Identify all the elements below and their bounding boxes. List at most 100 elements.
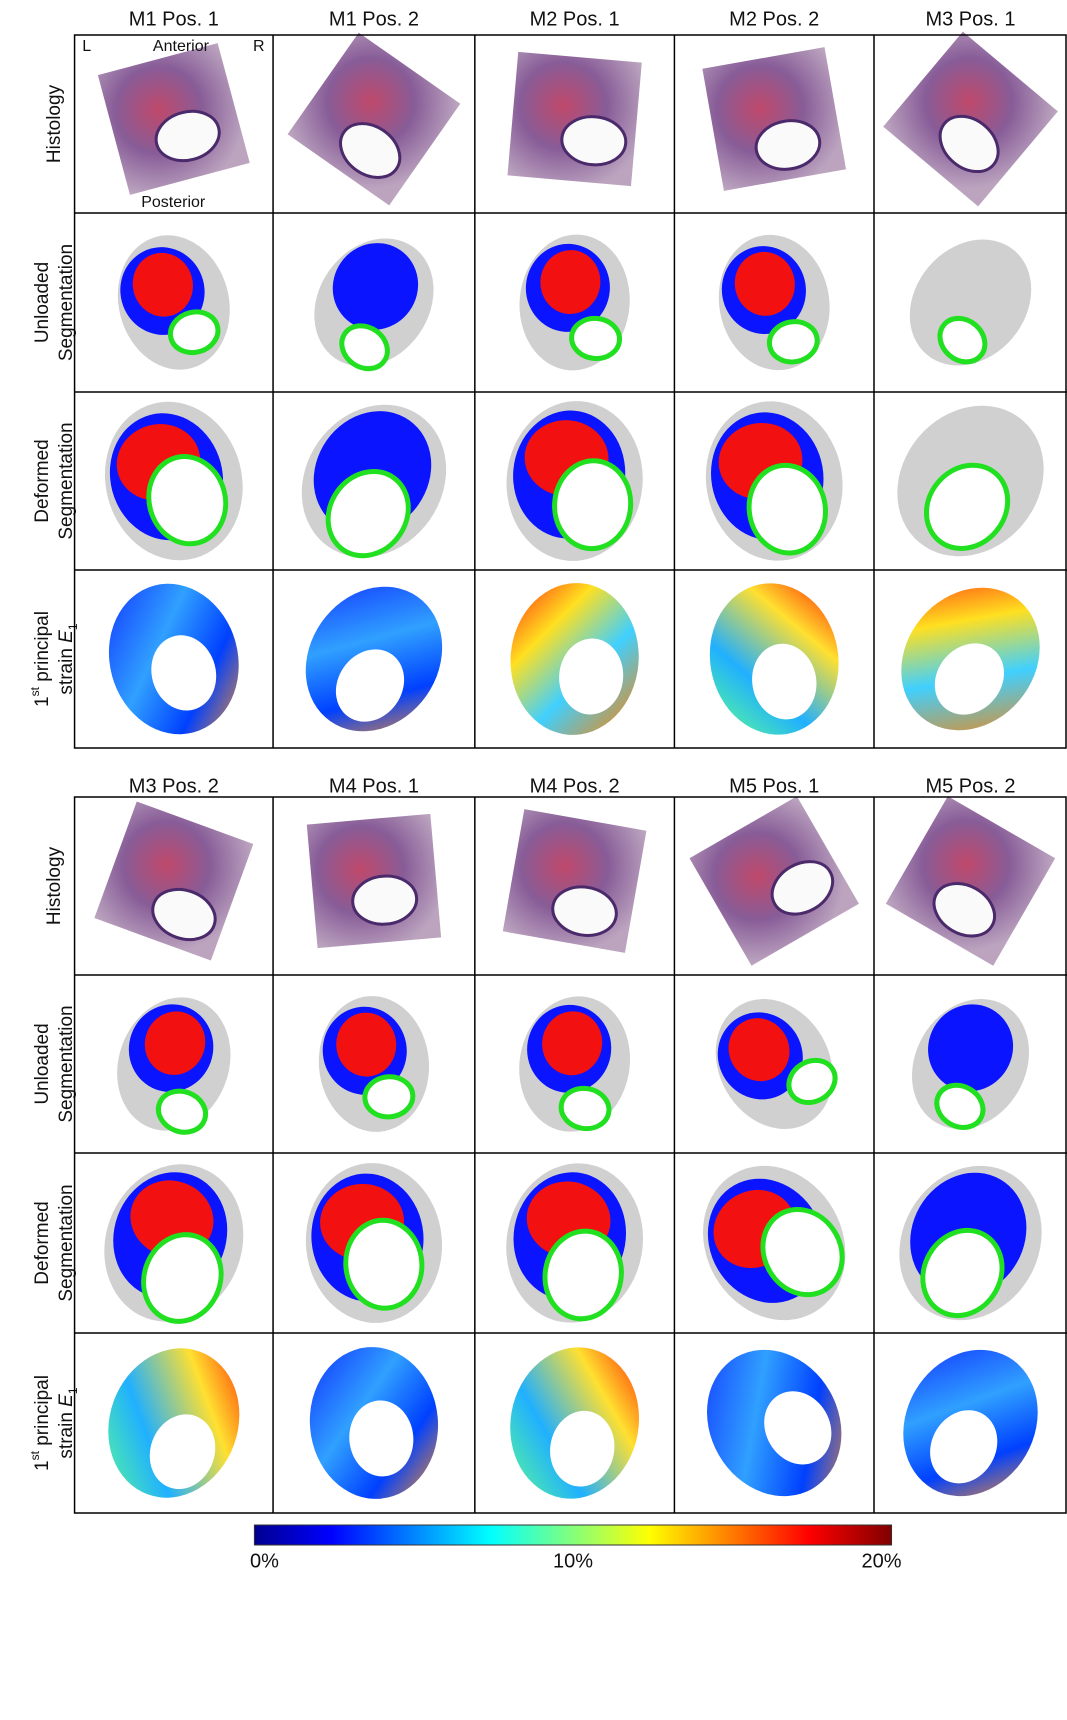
row-label-text: E — [56, 1394, 77, 1407]
cell-image — [88, 1330, 260, 1517]
row-label-text: E — [56, 630, 77, 643]
orientation-label: R — [253, 38, 265, 55]
row-label-line: strain E1 — [56, 623, 80, 694]
colorbar-label: 10% — [553, 1550, 593, 1572]
row-label-line: 1st principal — [28, 611, 53, 707]
row-label-text: Deformed — [32, 439, 53, 522]
cell-image — [290, 215, 458, 389]
page: { "panels": [ { "columns": ["M1 Pos. 1",… — [0, 0, 1067, 1720]
row-label-line: strain E1 — [56, 1387, 80, 1458]
histology-tissue — [507, 52, 641, 186]
row-label-line: Unloaded — [32, 262, 53, 343]
cell-image — [693, 390, 855, 571]
cell-image — [698, 573, 850, 745]
cell-image — [307, 814, 441, 948]
row-label: UnloadedSegmentation — [32, 244, 77, 361]
cell-image — [867, 376, 1067, 586]
orientation-label: L — [82, 38, 91, 55]
cell-image — [693, 978, 856, 1151]
row-label-text: principal — [32, 611, 53, 687]
column-header: M4 Pos. 1 — [329, 775, 419, 797]
row-label-line: Deformed — [32, 439, 53, 522]
column-header: M5 Pos. 1 — [729, 775, 819, 797]
row-label-text: principal — [32, 1375, 53, 1451]
row-label-text: Deformed — [32, 1201, 53, 1284]
row-label-text: strain — [56, 1407, 77, 1459]
row-label-line: Segmentation — [56, 1184, 77, 1301]
figure: M1 Pos. 1 M1 Pos. 2 M2 Pos. 1 M2 Pos. 2 M3 P… — [0, 0, 1067, 1720]
cell-image — [99, 981, 249, 1146]
cell-image — [885, 215, 1057, 390]
column-header: M3 Pos. 2 — [129, 775, 219, 797]
column-header: M2 Pos. 1 — [530, 8, 620, 30]
row-label-line: 1st principal — [28, 1375, 53, 1471]
orientation-label: Posterior — [141, 194, 206, 211]
histology-tissue — [886, 796, 1055, 965]
cell-image — [313, 991, 434, 1136]
cell-image — [83, 1145, 266, 1342]
cell-image — [889, 978, 1052, 1151]
cell-image — [503, 809, 647, 953]
row-label-line: Unloaded — [32, 1023, 53, 1104]
row-label-text: 1 — [66, 1387, 80, 1394]
cell-image — [690, 796, 859, 965]
row-label-text: Histology — [44, 846, 65, 925]
cell-image — [103, 223, 244, 383]
row-label-line: Segmentation — [56, 1005, 77, 1122]
row-label-text: Histology — [44, 84, 65, 163]
cell-image — [872, 1140, 1067, 1347]
row-label-line: Segmentation — [56, 422, 77, 539]
cell-image — [883, 32, 1058, 207]
lumen — [570, 316, 621, 360]
cell-image — [675, 1140, 873, 1347]
cell-image — [288, 33, 461, 206]
column-header: M4 Pos. 2 — [530, 775, 620, 797]
row-label-text: Segmentation — [56, 1184, 77, 1301]
cell-image — [877, 1325, 1064, 1521]
row-label-text: Segmentation — [56, 1005, 77, 1122]
cell-image — [504, 578, 645, 741]
row-label-text: Unloaded — [32, 262, 53, 343]
cell-image — [494, 1152, 656, 1333]
lumen — [363, 1075, 414, 1119]
cell-image — [92, 569, 255, 749]
colorbar-label: 20% — [862, 1550, 902, 1572]
cell-image — [873, 560, 1067, 759]
cell-image — [886, 796, 1055, 965]
cell-image — [514, 230, 635, 375]
cell-image — [498, 1337, 650, 1509]
row-label-text: 1 — [32, 696, 53, 707]
cell-image — [272, 376, 475, 585]
cell-image — [702, 47, 846, 191]
row-label-text: Segmentation — [56, 244, 77, 361]
column-header: M5 Pos. 2 — [925, 775, 1015, 797]
cell-image — [94, 802, 253, 961]
column-header: M1 Pos. 2 — [329, 8, 419, 30]
column-header: M1 Pos. 1 — [129, 8, 219, 30]
row-label-text: 1 — [32, 1460, 53, 1471]
cell-image — [87, 386, 260, 576]
row-label-line: Segmentation — [56, 244, 77, 361]
cell-image — [708, 226, 840, 379]
row-label: 1st principalstrain E1 — [28, 611, 80, 707]
cell-image — [681, 1325, 868, 1521]
cell-image — [278, 560, 470, 758]
column-header: M2 Pos. 2 — [729, 8, 819, 30]
row-label-line: Deformed — [32, 1201, 53, 1284]
row-label: Histology — [44, 84, 65, 163]
row-label-line: Histology — [44, 846, 65, 925]
row-label: UnloadedSegmentation — [32, 1005, 77, 1122]
row-label-text: Unloaded — [32, 1023, 53, 1104]
cell-image — [98, 43, 250, 195]
column-header: M3 Pos. 1 — [925, 8, 1015, 30]
row-label-text: 1 — [66, 623, 80, 630]
row-label: Histology — [44, 846, 65, 925]
cell-image — [509, 987, 641, 1140]
row-label-text: Segmentation — [56, 422, 77, 539]
cell-image — [304, 1342, 445, 1505]
colorbar — [254, 1525, 891, 1545]
colorbar-label: 0% — [250, 1550, 279, 1572]
